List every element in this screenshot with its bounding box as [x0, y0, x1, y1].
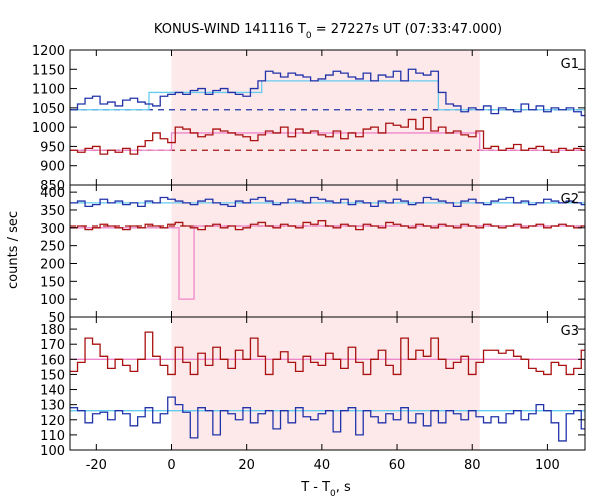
x-axis-title-main: T - T — [300, 480, 330, 495]
panel-series-group — [70, 196, 585, 300]
x-axis-title-subscript: 0 — [330, 489, 336, 499]
y-axis-title: counts / sec — [6, 211, 21, 289]
y-tick-label: 130 — [40, 399, 65, 414]
x-axis-title: T - T0, s — [300, 480, 351, 499]
blue-fit-line — [70, 80, 585, 111]
y-tick-label: 180 — [40, 323, 65, 338]
x-tick-label: 20 — [238, 458, 255, 473]
y-tick-label: 200 — [40, 257, 65, 272]
y-tick-label: 120 — [40, 414, 65, 429]
red-step-series — [70, 220, 585, 231]
y-tick-label: 150 — [40, 275, 65, 290]
y-tick-label: 170 — [40, 338, 65, 353]
chart-title: KONUS-WIND 141116 T0 = 27227s UT (07:33:… — [154, 22, 502, 41]
y-tick-label: 1050 — [32, 102, 65, 117]
panel-label-g3: G3 — [561, 324, 579, 339]
y-tick-label: 50 — [48, 311, 65, 326]
panel-label-g1: G1 — [561, 57, 579, 72]
y-tick-label: 160 — [40, 353, 65, 368]
y-tick-label: 1100 — [32, 83, 65, 98]
x-tick-label: -20 — [86, 458, 107, 473]
x-tick-label: 40 — [314, 458, 331, 473]
y-tick-label: 1150 — [32, 63, 65, 78]
red-step-series — [70, 116, 585, 155]
y-tick-label: 150 — [40, 368, 65, 383]
plot-layer: 85090095010001050110011501200G1501001502… — [32, 44, 586, 473]
chart-title-main: KONUS-WIND 141116 T — [154, 22, 306, 37]
y-tick-label: 850 — [40, 179, 65, 194]
panel-series-group — [70, 331, 585, 442]
red-step-series — [70, 331, 585, 376]
x-tick-label: 80 — [464, 458, 481, 473]
burst-interval-highlight — [171, 50, 480, 450]
x-axis-title-suffix: , s — [336, 480, 351, 495]
chart-title-subscript: 0 — [306, 31, 312, 41]
y-tick-label: 350 — [40, 204, 65, 219]
panel-series-group — [70, 68, 585, 155]
x-tick-label: 100 — [535, 458, 560, 473]
x-tick-label: 0 — [167, 458, 175, 473]
y-tick-label: 950 — [40, 140, 65, 155]
blue-step-series — [70, 68, 585, 117]
chart-title-suffix: = 27227s UT (07:33:47.000) — [312, 22, 502, 37]
y-tick-label: 300 — [40, 222, 65, 237]
y-tick-label: 110 — [40, 429, 65, 444]
y-tick-label: 100 — [40, 293, 65, 308]
panel-label-g2: G2 — [561, 192, 579, 207]
y-tick-label: 1000 — [32, 121, 65, 136]
y-tick-label: 400 — [40, 186, 65, 201]
blue-step-series — [70, 196, 585, 208]
y-tick-label: 100 — [40, 444, 65, 459]
y-tick-label: 900 — [40, 160, 65, 175]
y-tick-label: 250 — [40, 240, 65, 255]
y-tick-label: 140 — [40, 384, 65, 399]
y-tick-label: 1200 — [32, 44, 65, 59]
red-fit-line — [70, 132, 585, 151]
panel-frame — [69, 316, 586, 451]
x-tick-label: 60 — [389, 458, 406, 473]
blue-step-series — [70, 396, 585, 442]
